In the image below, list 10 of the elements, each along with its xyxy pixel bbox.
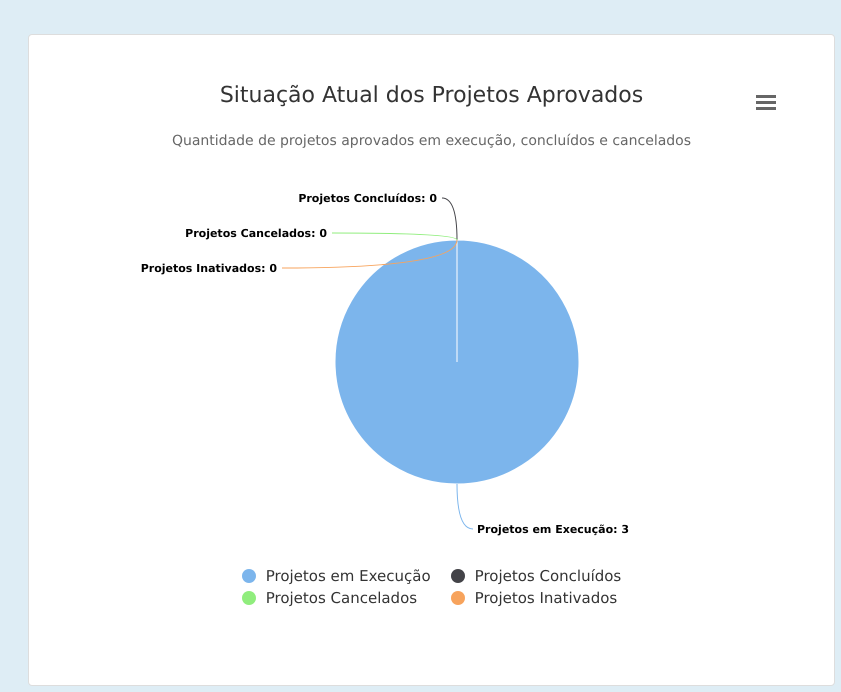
legend-label: Projetos Inativados xyxy=(474,589,618,607)
text: Projetos Concluídos: 0 xyxy=(298,192,437,205)
chart-title: Situação Atual dos Projetos Aprovados xyxy=(218,83,644,108)
legend-label: Projetos em Execução xyxy=(266,567,431,585)
legend-label: Projetos Cancelados xyxy=(266,589,418,607)
chart-subtitle: Quantidade de projetos aprovados em execução, concluídos e cancelados xyxy=(170,133,692,149)
text: Projetos Inativados: 0 xyxy=(140,262,277,275)
text: Projetos Cancelados: 0 xyxy=(185,227,327,240)
data-label: Projetos em Execução: 3 xyxy=(477,523,630,536)
legend-label: Projetos Concluídos xyxy=(474,567,622,585)
